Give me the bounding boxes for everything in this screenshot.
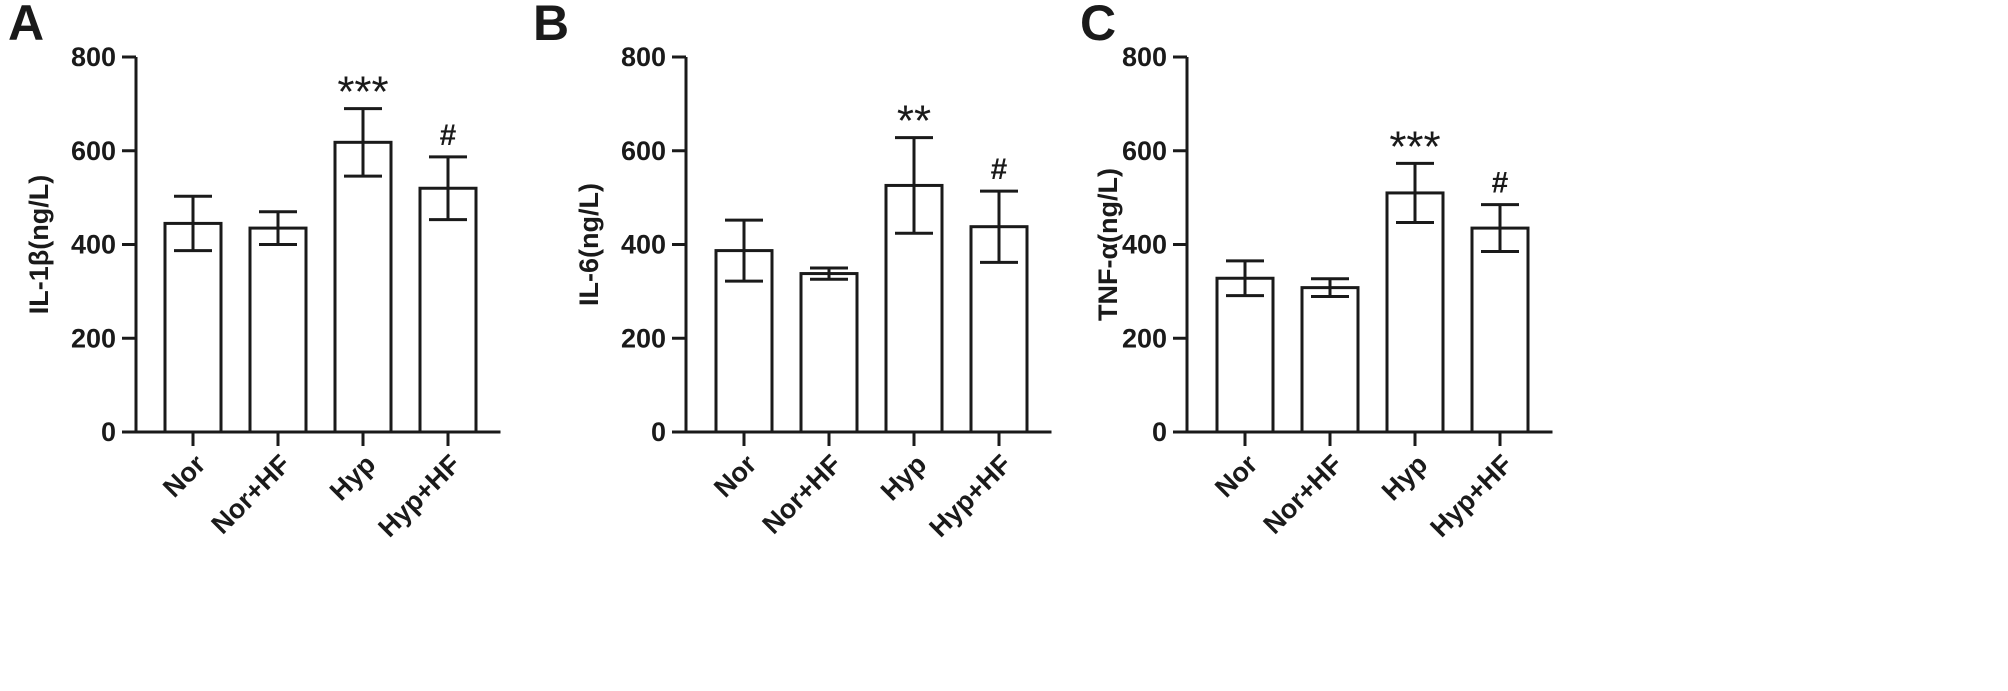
x-tick-label: Hyp xyxy=(324,449,381,506)
bar xyxy=(418,186,478,434)
panel-label: B xyxy=(533,0,569,51)
significance-label: ** xyxy=(897,97,931,146)
y-tick-label: 400 xyxy=(71,230,116,260)
x-tick-label: Hyp+HF xyxy=(923,449,1017,543)
x-tick-label: Nor xyxy=(708,449,762,503)
significance-label: # xyxy=(991,153,1008,186)
y-tick-label: 600 xyxy=(621,136,666,166)
y-tick-label: 600 xyxy=(71,136,116,166)
x-tick-label: Nor xyxy=(157,449,211,503)
x-tick-label: Hyp xyxy=(1376,449,1433,506)
y-tick-label: 800 xyxy=(1122,42,1167,72)
y-tick-label: 0 xyxy=(1152,417,1167,447)
bar xyxy=(1300,286,1360,434)
bar xyxy=(248,226,308,434)
bar xyxy=(333,140,393,434)
x-tick-label: Hyp xyxy=(875,449,932,506)
y-tick-label: 400 xyxy=(621,230,666,260)
y-tick-label: 200 xyxy=(621,323,666,353)
bar xyxy=(1470,226,1530,434)
x-tick-label: Nor xyxy=(1209,449,1263,503)
x-tick-label: Hyp+HF xyxy=(1424,449,1518,543)
y-tick-label: 0 xyxy=(651,417,666,447)
x-tick-label: Nor+HF xyxy=(757,449,848,540)
x-tick-label: Nor+HF xyxy=(1258,449,1349,540)
y-axis-label: TNF-α(ng/L) xyxy=(1093,168,1123,321)
y-tick-label: 0 xyxy=(101,417,116,447)
panel-label: C xyxy=(1080,0,1116,51)
significance-label: # xyxy=(440,119,457,152)
bar xyxy=(799,272,859,434)
significance-label: # xyxy=(1492,167,1509,200)
bar xyxy=(163,221,223,434)
y-tick-label: 600 xyxy=(1122,136,1167,166)
bar xyxy=(1215,276,1275,434)
y-tick-label: 800 xyxy=(621,42,666,72)
significance-label: *** xyxy=(1389,122,1440,171)
y-tick-label: 800 xyxy=(71,42,116,72)
y-tick-label: 400 xyxy=(1122,230,1167,260)
y-tick-label: 200 xyxy=(71,323,116,353)
y-tick-label: 200 xyxy=(1122,323,1167,353)
y-axis-label: IL-6(ng/L) xyxy=(574,183,604,306)
x-tick-label: Hyp+HF xyxy=(372,449,466,543)
x-tick-label: Nor+HF xyxy=(206,449,297,540)
bar xyxy=(1385,191,1445,434)
y-axis-label: IL-1β(ng/L) xyxy=(24,175,54,314)
significance-label: *** xyxy=(337,68,388,117)
panel-label: A xyxy=(8,0,44,51)
